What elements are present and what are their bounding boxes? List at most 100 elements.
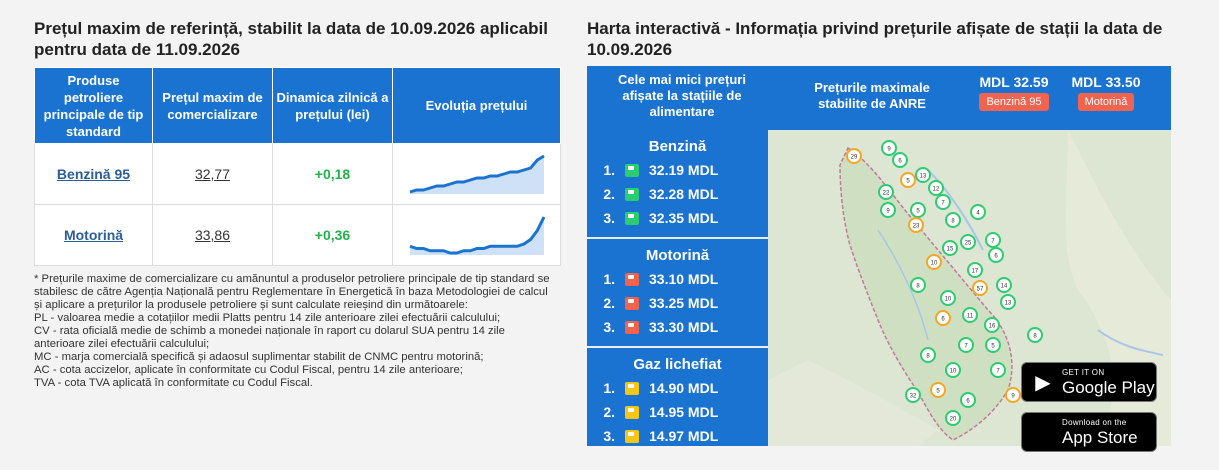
trend-line xyxy=(409,215,545,254)
motorina-badge: Motorină xyxy=(1077,93,1135,111)
station-marker-count: 17 xyxy=(972,269,979,275)
station-marker[interactable] xyxy=(930,382,946,398)
price-table-header: Produse petroliere principale de tip sta… xyxy=(34,67,561,144)
station-marker-count: 20 xyxy=(950,417,957,423)
station-marker-count: 23 xyxy=(913,224,920,230)
play-store-icon: ▶ xyxy=(1035,372,1051,394)
price-value[interactable]: 32,77 xyxy=(194,166,231,182)
apple-icon xyxy=(1032,421,1054,445)
station-marker[interactable] xyxy=(905,387,921,403)
station-marker[interactable] xyxy=(910,202,926,218)
note-line: CV - rata oficială medie de schimb a mon… xyxy=(34,325,505,350)
header-max-price: Prețul maxim de comercializare xyxy=(152,67,273,144)
station-marker-count: 9 xyxy=(886,209,890,215)
station-marker-count: 25 xyxy=(965,241,972,247)
station-marker[interactable] xyxy=(920,347,936,363)
station-marker[interactable] xyxy=(970,204,986,220)
list-item[interactable]: 2. 14.95 MDL xyxy=(603,404,719,420)
station-marker[interactable] xyxy=(880,202,896,218)
fuel-pump-icon xyxy=(625,405,639,419)
station-marker[interactable] xyxy=(881,140,897,156)
header-daily-change: Dinamica zilnică a prețului (lei) xyxy=(272,67,393,144)
station-marker[interactable] xyxy=(928,180,944,196)
station-marker-count: 6 xyxy=(966,399,970,405)
interactive-map-panel: Harta interactivă - Informația privind p… xyxy=(587,18,1187,452)
header-products: Produse petroliere principale de tip sta… xyxy=(34,67,153,144)
station-marker[interactable] xyxy=(892,152,908,168)
station-marker-count: 7 xyxy=(991,239,995,245)
product-link-motorina[interactable]: Motorină xyxy=(63,227,124,243)
group-benzina: Benzină 1. 32.19 MDL 2. 32.28 MDL 3. 32.35 … xyxy=(587,130,768,230)
station-marker[interactable] xyxy=(915,167,931,183)
station-marker[interactable] xyxy=(960,234,976,250)
list-item[interactable]: 2. 33.25 MDL xyxy=(603,295,719,311)
list-item[interactable]: 3. 32.35 MDL xyxy=(603,210,719,226)
station-marker[interactable] xyxy=(988,247,1004,263)
station-marker[interactable] xyxy=(1000,294,1016,310)
station-marker[interactable] xyxy=(945,410,961,426)
group-title: Motorină xyxy=(645,247,710,264)
price-change: +0,36 xyxy=(272,204,393,266)
station-marker-count: 16 xyxy=(989,324,996,330)
map-title: Harta interactivă - Informația privind p… xyxy=(587,19,1163,59)
station-marker[interactable] xyxy=(940,290,956,306)
note-line: PL - valoarea medie a cotațiilor medii P… xyxy=(34,312,501,324)
station-marker-count: 32 xyxy=(910,394,917,400)
fuel-pump-icon xyxy=(625,381,639,395)
list-item[interactable]: 1. 14.90 MDL xyxy=(603,380,719,396)
table-row: Motorină 33,86 +0,36 xyxy=(34,204,561,266)
station-marker[interactable] xyxy=(1027,327,1043,343)
station-marker[interactable] xyxy=(967,262,983,278)
price-value[interactable]: 33,86 xyxy=(194,227,231,243)
station-marker-count: 5 xyxy=(991,344,995,350)
station-marker[interactable] xyxy=(958,337,974,353)
station-marker[interactable] xyxy=(935,310,951,326)
station-marker[interactable] xyxy=(945,212,961,228)
station-marker[interactable] xyxy=(908,217,924,233)
station-marker[interactable] xyxy=(878,184,894,200)
note-line: MC - marja comercială specifică și adaos… xyxy=(34,351,484,363)
station-marker[interactable] xyxy=(846,148,862,164)
station-marker[interactable] xyxy=(972,280,988,296)
station-marker-count: 5 xyxy=(936,389,940,395)
station-marker[interactable] xyxy=(985,232,1001,248)
product-link-benzina[interactable]: Benzină 95 xyxy=(56,166,131,182)
station-marker[interactable] xyxy=(985,337,1001,353)
station-marker-count: 13 xyxy=(920,174,927,180)
station-marker[interactable] xyxy=(996,277,1012,293)
station-marker[interactable] xyxy=(935,194,951,210)
station-marker[interactable] xyxy=(945,362,961,378)
list-item[interactable]: 3. 33.30 MDL xyxy=(603,319,719,335)
station-marker-count: 29 xyxy=(851,155,858,161)
group-motorina: Motorină 1. 33.10 MDL 2. 33.25 MDL 3. 33.30… xyxy=(587,239,768,339)
table-row: Benzină 95 32,77 +0,18 xyxy=(34,143,561,205)
benzina-badge: Benzină 95 xyxy=(979,93,1049,111)
station-marker[interactable] xyxy=(942,240,958,256)
station-marker[interactable] xyxy=(962,307,978,323)
list-item[interactable]: 1. 33.10 MDL xyxy=(603,271,719,287)
station-marker-count: 15 xyxy=(947,247,954,253)
trend-area xyxy=(409,216,544,255)
station-marker[interactable] xyxy=(926,254,942,270)
google-play-button[interactable]: ▶ GET IT ON Google Play xyxy=(1021,362,1157,402)
list-item[interactable]: 2. 32.28 MDL xyxy=(603,186,719,202)
station-map[interactable]: 29 9 6 13 12 5 22 9 5 7 23 8 4 15 25 10 7 17 6 14 57 13 10 11 8 6… xyxy=(768,130,1171,446)
list-item[interactable]: 3. 14.97 MDL xyxy=(603,428,719,444)
station-marker[interactable] xyxy=(990,362,1006,378)
station-marker-count: 13 xyxy=(1005,301,1012,307)
station-marker-count: 4 xyxy=(976,211,980,217)
methodology-notes: * Prețurile maxime de comercializare cu … xyxy=(34,273,554,390)
station-marker-count: 9 xyxy=(1011,394,1015,400)
station-marker[interactable] xyxy=(1005,387,1021,403)
max-price-benzina: MDL 32.59 Benzină 95 xyxy=(974,74,1054,111)
station-marker[interactable] xyxy=(984,317,1000,333)
list-item[interactable]: 1. 32.19 MDL xyxy=(603,162,719,178)
station-marker-count: 57 xyxy=(977,287,984,293)
station-marker[interactable] xyxy=(960,392,976,408)
station-marker[interactable] xyxy=(910,277,926,293)
station-marker[interactable] xyxy=(900,172,916,188)
app-store-button[interactable]: Download on the App Store xyxy=(1021,412,1157,452)
station-marker-count: 5 xyxy=(906,179,910,185)
